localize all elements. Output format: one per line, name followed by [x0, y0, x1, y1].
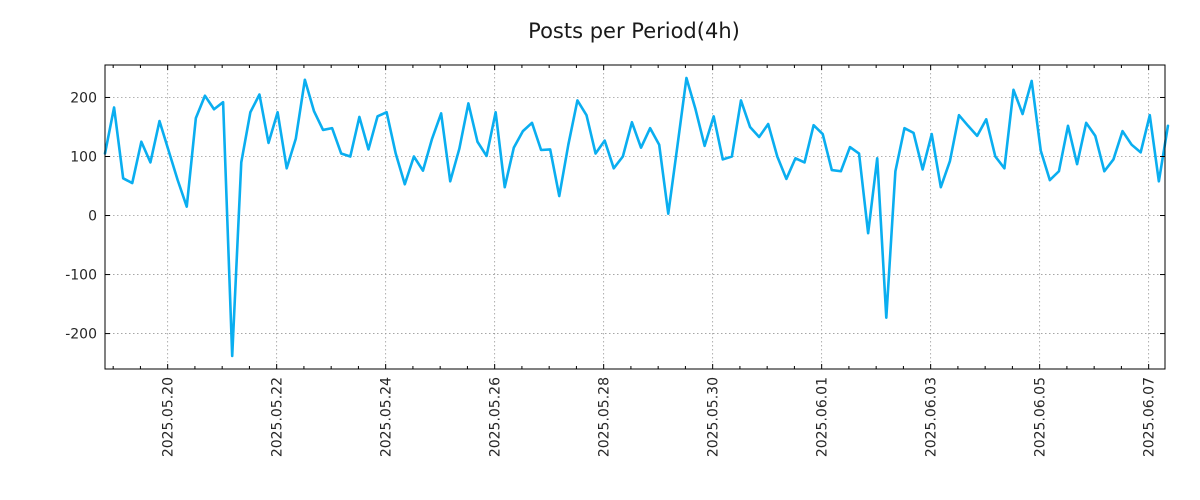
y-tick-label: 200 — [70, 90, 97, 106]
x-tick-label: 2025.05.26 — [488, 377, 504, 457]
y-tick-label: -100 — [65, 268, 97, 284]
x-tick-label: 2025.05.20 — [161, 377, 177, 457]
x-tick-label: 2025.06.07 — [1142, 377, 1158, 457]
y-tick-label: 0 — [88, 209, 97, 225]
x-tick-label: 2025.05.22 — [270, 377, 286, 457]
y-tick-label: -200 — [65, 327, 97, 343]
x-tick-label: 2025.05.28 — [597, 377, 613, 457]
grid-lines — [105, 65, 1165, 369]
series-line-posts — [103, 76, 1170, 358]
plot-area-frame — [104, 64, 1166, 370]
x-tick-label: 2025.05.30 — [706, 377, 722, 457]
x-tick-label: 2025.06.05 — [1033, 377, 1049, 457]
x-tick-label: 2025.06.03 — [924, 377, 940, 457]
x-tick-label: 2025.06.01 — [815, 377, 831, 457]
x-tick-label: 2025.05.24 — [379, 377, 395, 457]
y-tick-label: 100 — [70, 149, 97, 165]
x-axis-tick-labels: 2025.05.20 2025.05.22 2025.05.24 2025.05.26… — [161, 377, 1158, 457]
chart-title: Posts per Period(4h) — [528, 19, 740, 43]
y-axis-tick-labels: 200 100 0 -100 -200 — [65, 90, 97, 342]
series-layer — [103, 76, 1170, 358]
axis-ticks — [105, 65, 1165, 369]
